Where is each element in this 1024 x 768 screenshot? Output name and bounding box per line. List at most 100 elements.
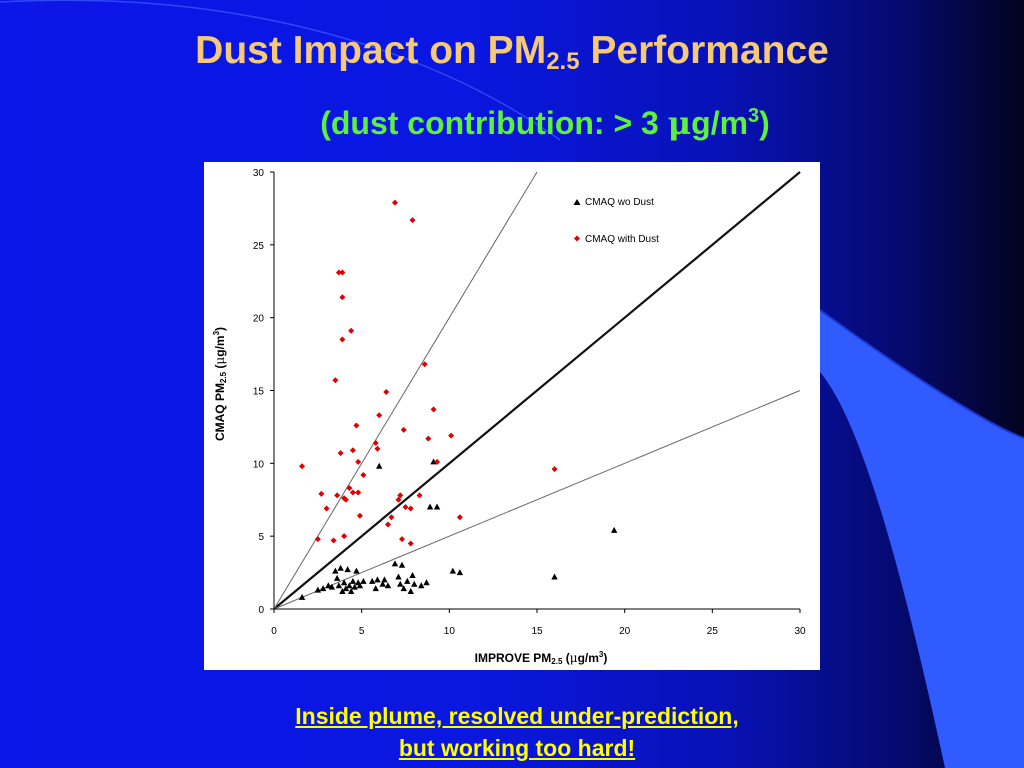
y-tick-label: 25 (253, 241, 265, 252)
point-with-dust (323, 505, 330, 512)
point-with-dust (339, 336, 346, 343)
point-with-dust (337, 450, 344, 457)
point-with-dust (335, 269, 342, 276)
point-with-dust (391, 199, 398, 206)
x-tick-label: 5 (359, 626, 365, 637)
y-tick-label: 20 (253, 314, 265, 325)
y-tick-label: 30 (253, 168, 265, 179)
x-tick-label: 0 (271, 626, 277, 637)
point-with-dust (402, 504, 409, 511)
point-with-dust (383, 388, 390, 395)
point-wo-dust (360, 577, 367, 584)
point-wo-dust (404, 577, 411, 584)
point-wo-dust (356, 582, 364, 589)
point-with-dust (334, 492, 341, 499)
point-with-dust (349, 489, 356, 496)
point-with-dust (372, 439, 379, 446)
point-wo-dust (400, 585, 407, 592)
data-points (298, 199, 618, 600)
point-with-dust (346, 485, 353, 492)
point-with-dust (376, 412, 383, 419)
point-with-dust (332, 377, 339, 384)
legend-marker-wo-dust (573, 199, 581, 205)
point-with-dust (421, 361, 428, 368)
axis-ticks: 0 5 10 15 20 25 30 0 5 10 15 20 25 30 (253, 168, 806, 637)
point-wo-dust (610, 526, 618, 533)
point-with-dust (416, 492, 423, 499)
point-wo-dust (347, 588, 355, 595)
point-with-dust (314, 536, 321, 543)
point-with-dust (384, 521, 391, 528)
point-wo-dust (328, 583, 336, 590)
point-with-dust (318, 490, 325, 497)
slide-title: Dust Impact on PM2.5 Performance (195, 29, 829, 75)
point-wo-dust (411, 580, 418, 587)
point-with-dust (400, 426, 407, 433)
reference-line-slope-0-5 (273, 390, 801, 610)
point-wo-dust (397, 580, 404, 587)
point-with-dust (425, 435, 432, 442)
point-wo-dust (398, 561, 406, 568)
point-wo-dust (298, 593, 306, 600)
point-with-dust (348, 327, 355, 334)
y-tick-label: 5 (258, 532, 264, 543)
x-tick-label: 20 (619, 626, 631, 637)
chart-legend: CMAQ wo Dust CMAQ with Dust (573, 197, 659, 245)
point-with-dust (409, 217, 416, 224)
point-with-dust (407, 505, 414, 512)
point-with-dust (448, 432, 455, 439)
slide-subtitle: (dust contribution: > 3 μg/m3) (320, 104, 770, 142)
point-wo-dust (449, 567, 457, 574)
point-wo-dust (344, 566, 351, 573)
point-wo-dust (423, 579, 430, 586)
point-wo-dust (368, 577, 376, 584)
point-wo-dust (551, 573, 558, 580)
point-wo-dust (376, 462, 383, 469)
y-tick-label: 0 (258, 605, 264, 616)
x-tick-label: 30 (794, 626, 806, 637)
scatter-chart: 0 5 10 15 20 25 30 0 5 10 15 20 25 30 IMPROVE PM2.5 (… (204, 162, 820, 670)
point-wo-dust (407, 588, 414, 595)
point-wo-dust (395, 573, 402, 580)
point-with-dust (330, 537, 337, 544)
point-wo-dust (346, 582, 353, 589)
point-with-dust (355, 489, 362, 496)
point-wo-dust (349, 577, 357, 584)
point-with-dust (407, 540, 414, 547)
legend-label-wo-dust: CMAQ wo Dust (585, 197, 654, 208)
point-with-dust (341, 533, 348, 540)
reference-lines (273, 171, 801, 610)
point-wo-dust (342, 585, 350, 592)
point-with-dust (356, 512, 363, 519)
point-with-dust (551, 466, 558, 473)
reference-line-slope-2 (273, 171, 538, 610)
point-wo-dust (384, 582, 392, 589)
point-wo-dust (314, 586, 322, 593)
point-with-dust (397, 492, 404, 499)
point-wo-dust (335, 582, 343, 589)
x-axis-title: IMPROVE PM2.5 (μg/m3) (475, 650, 608, 666)
point-with-dust (349, 447, 356, 454)
point-with-dust (339, 294, 346, 301)
point-wo-dust (426, 503, 434, 510)
y-axis-title: CMAQ PM2.5 (μg/m3) (212, 327, 228, 441)
reference-line-slope-1 (273, 171, 801, 610)
point-with-dust (299, 463, 306, 470)
point-wo-dust (319, 585, 327, 592)
point-wo-dust (372, 585, 379, 592)
point-wo-dust (374, 576, 381, 583)
point-wo-dust (333, 574, 341, 581)
point-with-dust (342, 496, 349, 503)
point-wo-dust (353, 567, 360, 574)
chart-svg: 0 5 10 15 20 25 30 0 5 10 15 20 25 30 IMPROVE PM2.5 (… (212, 168, 806, 666)
x-tick-label: 15 (531, 626, 543, 637)
point-wo-dust (418, 582, 425, 589)
point-wo-dust (325, 582, 332, 589)
point-wo-dust (433, 503, 441, 510)
point-with-dust (395, 496, 402, 503)
point-with-dust (339, 269, 346, 276)
point-wo-dust (337, 564, 344, 571)
point-with-dust (388, 514, 395, 521)
point-with-dust (353, 422, 360, 429)
point-with-dust (374, 445, 381, 452)
